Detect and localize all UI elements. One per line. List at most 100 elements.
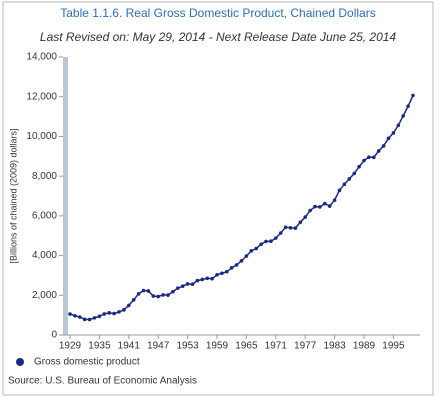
y-tick-label: 8,000 bbox=[32, 171, 57, 182]
point bbox=[259, 242, 263, 247]
point bbox=[249, 249, 254, 253]
point bbox=[68, 312, 72, 316]
point bbox=[225, 269, 229, 274]
point bbox=[264, 239, 268, 244]
source: Source: U.S. Bureau of Economic Analysis bbox=[8, 376, 197, 387]
point bbox=[362, 158, 366, 163]
point bbox=[283, 225, 288, 230]
point bbox=[372, 155, 376, 160]
y-tick-label: 10,000 bbox=[26, 131, 57, 142]
x-tick-label: 1989 bbox=[353, 341, 376, 352]
point bbox=[220, 271, 224, 276]
point bbox=[131, 298, 136, 302]
point bbox=[381, 144, 386, 148]
x-tick-label: 1947 bbox=[147, 341, 170, 352]
point bbox=[176, 286, 180, 290]
point bbox=[92, 316, 97, 320]
point bbox=[396, 123, 401, 128]
point bbox=[200, 277, 205, 282]
point bbox=[313, 204, 317, 209]
point bbox=[278, 231, 283, 235]
y-tick-label: 14,000 bbox=[26, 52, 57, 63]
point bbox=[274, 236, 278, 240]
y-tick-label: 4,000 bbox=[32, 250, 57, 261]
point bbox=[78, 315, 82, 319]
point bbox=[337, 188, 342, 193]
point bbox=[127, 303, 131, 308]
point bbox=[318, 205, 322, 209]
point bbox=[293, 226, 298, 230]
x-tick-label: 1965 bbox=[235, 341, 258, 352]
legend-marker bbox=[16, 358, 24, 366]
point bbox=[122, 308, 126, 312]
point bbox=[401, 114, 406, 118]
point bbox=[215, 273, 219, 277]
point bbox=[117, 310, 121, 314]
point bbox=[298, 220, 303, 225]
point bbox=[146, 289, 151, 293]
point bbox=[303, 215, 308, 219]
point bbox=[332, 198, 337, 202]
point bbox=[367, 155, 371, 159]
point bbox=[406, 104, 410, 108]
point bbox=[190, 282, 195, 287]
point bbox=[288, 226, 293, 230]
axis-band bbox=[63, 57, 68, 335]
point bbox=[386, 136, 391, 141]
point bbox=[166, 293, 170, 297]
point bbox=[244, 254, 249, 258]
legend-label: Gross domestic product bbox=[34, 357, 140, 368]
point bbox=[411, 93, 415, 98]
point bbox=[210, 276, 214, 281]
point bbox=[391, 131, 396, 135]
point bbox=[239, 259, 244, 263]
point bbox=[141, 288, 146, 293]
point bbox=[327, 204, 332, 208]
point bbox=[229, 266, 234, 270]
x-tick-label: 1959 bbox=[206, 341, 229, 352]
point bbox=[161, 293, 165, 297]
x-tick-label: 1929 bbox=[59, 341, 82, 352]
y-tick-label: 0 bbox=[51, 330, 57, 341]
x-tick-label: 1995 bbox=[382, 341, 405, 352]
frame bbox=[2, 1, 434, 396]
point bbox=[234, 263, 239, 267]
point bbox=[180, 284, 185, 289]
point bbox=[347, 177, 352, 181]
x-tick-label: 1977 bbox=[294, 341, 317, 352]
chart-subtitle: Last Revised on: May 29, 2014 - Next Rel… bbox=[40, 30, 397, 44]
y-tick-label: 6,000 bbox=[32, 210, 57, 221]
y-axis-label: [Billions of chained (2009) dollars] bbox=[8, 128, 18, 263]
point bbox=[269, 239, 273, 244]
x-tick-label: 1941 bbox=[118, 341, 141, 352]
y-tick-label: 12,000 bbox=[26, 91, 57, 102]
chart-title: Table 1.1.6. Real Gross Domestic Product… bbox=[60, 6, 375, 20]
point bbox=[97, 314, 102, 319]
point bbox=[195, 278, 200, 283]
point bbox=[342, 182, 347, 187]
point bbox=[323, 201, 327, 206]
point bbox=[352, 171, 357, 176]
point bbox=[136, 292, 141, 296]
point bbox=[87, 317, 92, 322]
point bbox=[156, 294, 160, 299]
point bbox=[73, 313, 77, 318]
x-tick-label: 1953 bbox=[176, 341, 199, 352]
x-tick-label: 1983 bbox=[323, 341, 346, 352]
point bbox=[308, 208, 312, 213]
point bbox=[357, 164, 361, 169]
point bbox=[107, 311, 111, 315]
x-tick-label: 1971 bbox=[265, 341, 288, 352]
point bbox=[151, 294, 156, 298]
point bbox=[185, 282, 190, 286]
point bbox=[376, 149, 381, 153]
x-tick-label: 1935 bbox=[88, 341, 111, 352]
point bbox=[112, 311, 116, 316]
point bbox=[171, 289, 175, 294]
point bbox=[102, 312, 107, 316]
point bbox=[82, 317, 87, 322]
y-tick-label: 2,000 bbox=[32, 290, 57, 301]
point bbox=[254, 246, 258, 251]
point bbox=[205, 276, 209, 281]
